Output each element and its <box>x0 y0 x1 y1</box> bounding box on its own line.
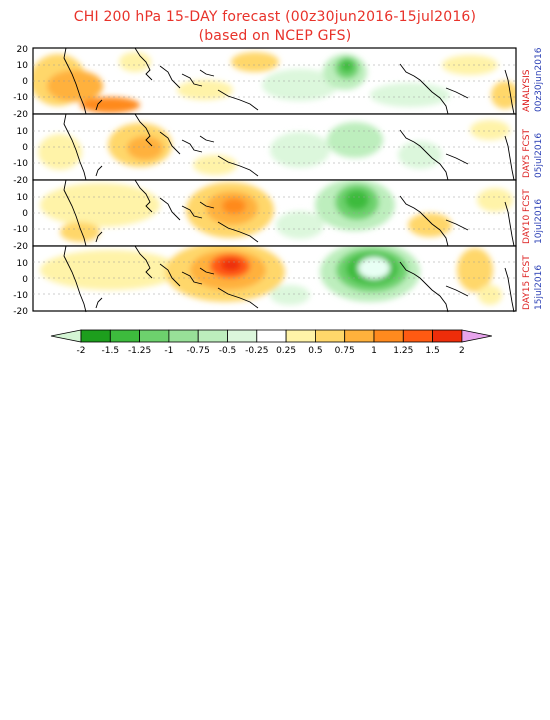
latitude-gridlines <box>33 64 516 295</box>
coastlines <box>63 47 515 313</box>
colorbar-swatch <box>402 329 433 343</box>
colorbar-swatch <box>197 329 228 343</box>
colorbar-swatch <box>256 329 287 343</box>
colorbar: -2 -1.5 -1.25 -1 -0.75 -0.5 -0.25 0.25 0.5 0.75 1 1… <box>50 329 492 356</box>
lat-tick: -10 <box>13 159 28 169</box>
colorbar-label: -2 <box>77 346 86 356</box>
anomaly-shading <box>38 120 510 175</box>
lat-tick: -20 <box>13 110 28 120</box>
panel-date-label: 05jul2016 <box>534 133 544 178</box>
colorbar-label: 0.25 <box>276 346 296 356</box>
colorbar-label: -1.5 <box>102 346 120 356</box>
colorbar-high-arrow <box>461 329 492 343</box>
colorbar-swatch <box>80 329 111 343</box>
colorbar-label: -1 <box>164 346 173 356</box>
lat-tick: -20 <box>13 242 28 252</box>
lat-tick: -10 <box>13 291 28 301</box>
panel-label: DAY10 FCST <box>522 189 532 244</box>
chart-title: CHI 200 hPa 15-DAY forecast (00z30jun201… <box>73 9 477 25</box>
colorbar-swatch <box>139 329 170 343</box>
lat-tick: 10 <box>17 61 29 71</box>
colorbar-label: -0.25 <box>245 346 268 356</box>
colorbar-label: 1.5 <box>425 346 439 356</box>
lat-tick: 10 <box>17 193 29 203</box>
anomaly-shading <box>33 52 516 113</box>
lat-tick: 0 <box>22 143 28 153</box>
colorbar-label: 1.25 <box>393 346 413 356</box>
colorbar-label: -1.25 <box>128 346 151 356</box>
colorbar-swatch <box>227 329 258 343</box>
anomaly-shading <box>40 246 502 305</box>
panel-label: DAY15 FCST <box>522 255 532 310</box>
colorbar-swatch <box>314 329 346 343</box>
lat-tick: 10 <box>17 259 29 269</box>
colorbar-swatch <box>109 329 141 343</box>
panel-side-labels: ANALYSIS 00z30jun2016 DAY5 FCST 05jul201… <box>522 47 544 310</box>
panel-date-label: 10jul2016 <box>534 199 544 244</box>
latitude-labels: 20 10 0 -10 -20 10 0 -10 -20 10 0 -10 -2… <box>13 45 28 317</box>
colorbar-label: -0.5 <box>219 346 237 356</box>
colorbar-swatch <box>285 329 316 343</box>
panel-analysis <box>32 47 517 115</box>
lat-tick: 0 <box>22 77 28 87</box>
lat-tick: 10 <box>17 127 29 137</box>
panel-date-label: 00z30jun2016 <box>534 47 544 112</box>
lat-tick: -10 <box>13 225 28 235</box>
panel-day10 <box>32 179 517 247</box>
panel-day15 <box>32 245 517 312</box>
chart-subtitle: (based on NCEP GFS) <box>198 28 352 44</box>
lat-tick: 0 <box>22 275 28 285</box>
colorbar-swatch <box>168 329 199 343</box>
lat-tick: -20 <box>13 307 28 317</box>
panel-label: ANALYSIS <box>522 69 532 112</box>
colorbar-label: 2 <box>459 346 465 356</box>
panel-label: DAY5 FCST <box>522 129 532 178</box>
panel-date-label: 15jul2016 <box>534 265 544 310</box>
colorbar-low-arrow <box>50 329 82 343</box>
lat-tick: 0 <box>22 209 28 219</box>
lat-tick: 20 <box>17 45 29 55</box>
colorbar-label: 0.75 <box>335 346 355 356</box>
anomaly-shading <box>40 180 513 242</box>
colorbar-swatch <box>432 329 463 343</box>
lat-tick: -10 <box>13 93 28 103</box>
colorbar-label: -0.75 <box>187 346 210 356</box>
colorbar-label: 0.5 <box>308 346 322 356</box>
lat-tick: -20 <box>13 176 28 186</box>
colorbar-swatch <box>344 329 375 343</box>
colorbar-swatch <box>373 329 404 343</box>
colorbar-label: 1 <box>371 346 377 356</box>
